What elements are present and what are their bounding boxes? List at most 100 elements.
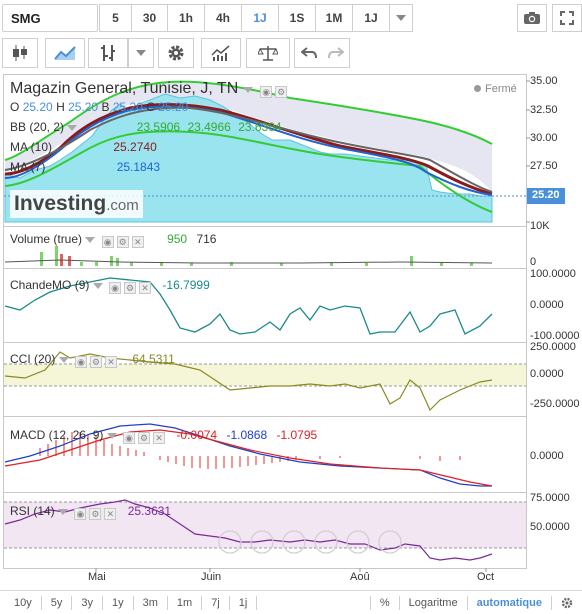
divider [228, 595, 230, 610]
settings-mini-icon[interactable]: ⚙ [89, 508, 102, 520]
macd-histogram [39, 432, 461, 469]
h-label: H [56, 100, 65, 114]
x-tick-oct: Oct [477, 571, 495, 583]
indicators-icon [211, 45, 230, 61]
tf-1h[interactable]: 1h [167, 4, 205, 32]
range-1j[interactable]: 1j [238, 596, 248, 609]
chart-area[interactable]: Magazin General, Tunisie, J, TN ◉ ⚙ Fermé… [0, 74, 582, 588]
close-icon[interactable]: ✕ [139, 282, 152, 294]
ma7-legend: MA (7) 25.1843 [10, 160, 160, 174]
close-icon[interactable]: ✕ [104, 508, 117, 520]
redo-icon[interactable] [327, 47, 344, 59]
ma10-value: 25.2740 [113, 140, 157, 154]
cci-line [4, 351, 493, 412]
auto-toggle[interactable]: automatique [476, 596, 542, 609]
eye-icon[interactable]: ◉ [260, 86, 273, 98]
range-1m[interactable]: 1m [176, 596, 193, 609]
volume-value-2: 716 [196, 232, 217, 246]
compare-dropdown[interactable] [128, 38, 154, 68]
range-5y[interactable]: 5y [50, 596, 63, 609]
status-dot-icon [474, 85, 481, 92]
tf-1j-active[interactable]: 1J [241, 4, 279, 32]
fullscreen-button[interactable] [552, 4, 582, 32]
scale-settings-button[interactable] [552, 591, 582, 614]
screenshot-button[interactable] [517, 4, 547, 32]
tf-1m[interactable]: 1M [315, 4, 353, 32]
chevron-down-icon[interactable] [242, 87, 253, 93]
tf-1s[interactable]: 1S [278, 4, 316, 32]
settings-mini-icon[interactable]: ⚙ [90, 356, 103, 368]
close-icon[interactable]: ✕ [131, 236, 144, 248]
eye-icon[interactable]: ◉ [75, 356, 88, 368]
symbol-input[interactable]: SMG [2, 4, 98, 32]
cci-tick-0: 0.0000 [530, 368, 564, 380]
chevron-down-icon [396, 15, 406, 21]
chande-value: -16.7999 [162, 278, 210, 292]
range-10y[interactable]: 10y [14, 596, 32, 609]
log-toggle[interactable]: Logaritme [408, 596, 458, 609]
range-7j[interactable]: 7j [211, 596, 220, 609]
range-3m[interactable]: 3m [142, 596, 158, 609]
chevron-down-icon[interactable] [58, 357, 69, 363]
ma10-line [4, 102, 493, 196]
watermark-text: Investing [14, 192, 107, 215]
percent-toggle[interactable]: % [379, 596, 390, 609]
volume-label: Volume (true) [10, 232, 83, 246]
tf-30[interactable]: 30 [131, 4, 168, 32]
tf-4h[interactable]: 4h [204, 4, 242, 32]
last-price-tag [527, 188, 565, 204]
eye-icon[interactable]: ◉ [101, 236, 114, 248]
settings-mini-icon[interactable]: ⚙ [124, 282, 137, 294]
settings-mini-icon[interactable]: ⚙ [275, 86, 288, 98]
undo-redo-group [294, 38, 350, 68]
x-tick-juin: Juin [201, 571, 222, 583]
price-tick-35: 35.00 [530, 75, 558, 87]
close-icon[interactable]: ✕ [153, 432, 166, 444]
eye-icon[interactable]: ◉ [109, 282, 122, 294]
close-icon[interactable]: ✕ [105, 356, 118, 368]
bb-lower-line [4, 130, 493, 213]
ma-gray-line [4, 106, 493, 193]
b-value: 25.20 [112, 100, 143, 114]
scale-icon [258, 46, 278, 61]
chevron-down-icon[interactable] [67, 125, 78, 131]
undo-icon[interactable] [300, 47, 317, 59]
chevron-down-icon[interactable] [58, 509, 69, 515]
divider [201, 595, 203, 610]
eye-icon[interactable]: ◉ [74, 508, 87, 520]
compare-button[interactable] [88, 38, 128, 68]
range-bar: 10y 5y 3y 1y 3m 1m 7j 1j % Logaritme aut… [0, 590, 582, 614]
bb-legend: BB (20, 2) 23.5906 23.4966 23.6304 [10, 120, 282, 134]
cci-legend: CCI (20) ◉ ⚙ ✕ -64.5311 [10, 352, 175, 368]
tf-5[interactable]: 5 [99, 4, 132, 32]
divider [132, 595, 134, 610]
market-status: Fermé [474, 83, 517, 95]
scale-button[interactable] [246, 38, 290, 68]
volume-ma-line [4, 259, 493, 264]
chart-canvas [3, 74, 565, 572]
timeframe-dropdown[interactable] [389, 4, 413, 32]
chevron-down-icon[interactable] [85, 237, 96, 243]
candles-button[interactable] [2, 38, 38, 68]
tf-1j[interactable]: 1J [352, 4, 390, 32]
bb-label: BB (20, 2) [10, 120, 65, 134]
chevron-down-icon[interactable] [106, 433, 117, 439]
divider [551, 595, 552, 610]
b-label: B [101, 100, 110, 114]
range-3y[interactable]: 3y [81, 596, 93, 609]
settings-button[interactable] [158, 38, 194, 68]
range-1y[interactable]: 1y [112, 596, 124, 609]
cci-label: CCI (20) [10, 352, 56, 366]
line-chart-button[interactable] [45, 38, 85, 68]
chande-tick-100: 100.0000 [530, 268, 576, 280]
cci-band [4, 364, 526, 386]
settings-mini-icon[interactable]: ⚙ [138, 432, 151, 444]
expand-icon [560, 11, 574, 25]
compare-icon [101, 45, 115, 61]
divider [102, 595, 103, 610]
chevron-down-icon[interactable] [92, 283, 103, 289]
eye-icon[interactable]: ◉ [123, 432, 136, 444]
settings-icon [168, 45, 184, 61]
settings-mini-icon[interactable]: ⚙ [116, 236, 129, 248]
indicators-button[interactable] [201, 38, 241, 68]
